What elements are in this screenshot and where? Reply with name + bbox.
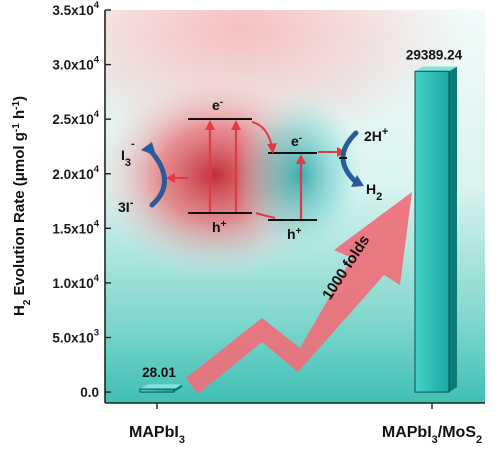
fold-increase-arrow <box>186 192 412 394</box>
y-tick-label: 2.5x104 <box>52 109 99 127</box>
electron-transfer-head <box>267 143 277 154</box>
y-axis-label: H2 Evolution Rate (μmol g-1 h-1) <box>11 96 33 316</box>
electron-label-left: e- <box>212 97 223 114</box>
bar-face <box>139 388 175 393</box>
y-tick-label: 2.0x104 <box>52 164 99 182</box>
electron-label-right: e- <box>291 133 302 150</box>
bar-top <box>415 66 457 72</box>
bar-mapbi3-mos2 <box>414 66 457 393</box>
data-label: 29389.24 <box>406 47 463 62</box>
bar-mapbi3 <box>139 384 182 393</box>
hole-transfer-arrow <box>255 212 276 219</box>
hole-label-left: h+ <box>212 219 227 236</box>
iodide-reaction-arrow <box>147 147 167 208</box>
bars-group: 28.01 29389.24 <box>139 47 463 393</box>
bar-top <box>140 384 182 390</box>
y-tick-label: 0.0 <box>80 385 99 400</box>
y-tick-label: 3.5x104 <box>52 0 99 18</box>
excite-arrowhead-left-1 <box>205 120 215 130</box>
y-tick-label: 3.0x104 <box>52 55 99 73</box>
proton-label: 2H+ <box>364 126 388 144</box>
iodide-reaction-head <box>141 142 156 156</box>
excite-arrowhead-right <box>296 154 306 164</box>
data-label: 28.01 <box>142 365 176 380</box>
hydrogen-label: H2 <box>366 181 382 203</box>
bar-side <box>449 66 457 393</box>
y-tick-label: 1.5x104 <box>52 218 99 236</box>
band-diagram: e- e- h+ h+ I3- 3I- 2H+ H2 <box>118 97 388 243</box>
y-tick-label: 5.0x103 <box>52 328 99 346</box>
y-tick-label: 1.0x104 <box>52 273 99 291</box>
triiodide-label: I3- <box>121 138 135 169</box>
proton-reaction-head <box>351 175 364 187</box>
bar-side <box>174 384 182 393</box>
iodide-label: 3I- <box>118 197 134 215</box>
hole-label-right: h+ <box>287 226 302 243</box>
category-label-mapbi3: MAPbI3 <box>129 424 185 446</box>
bar-face <box>414 70 450 393</box>
axes-group: 0.0 5.0x103 1.0x104 1.5x104 2.0x104 2.5x104 3.… <box>52 0 485 409</box>
hole-to-iodide-head <box>166 173 175 183</box>
category-label-mapbi3-mos2: MAPbI3/MoS2 <box>382 424 482 446</box>
excite-arrowhead-left-2 <box>231 120 241 130</box>
